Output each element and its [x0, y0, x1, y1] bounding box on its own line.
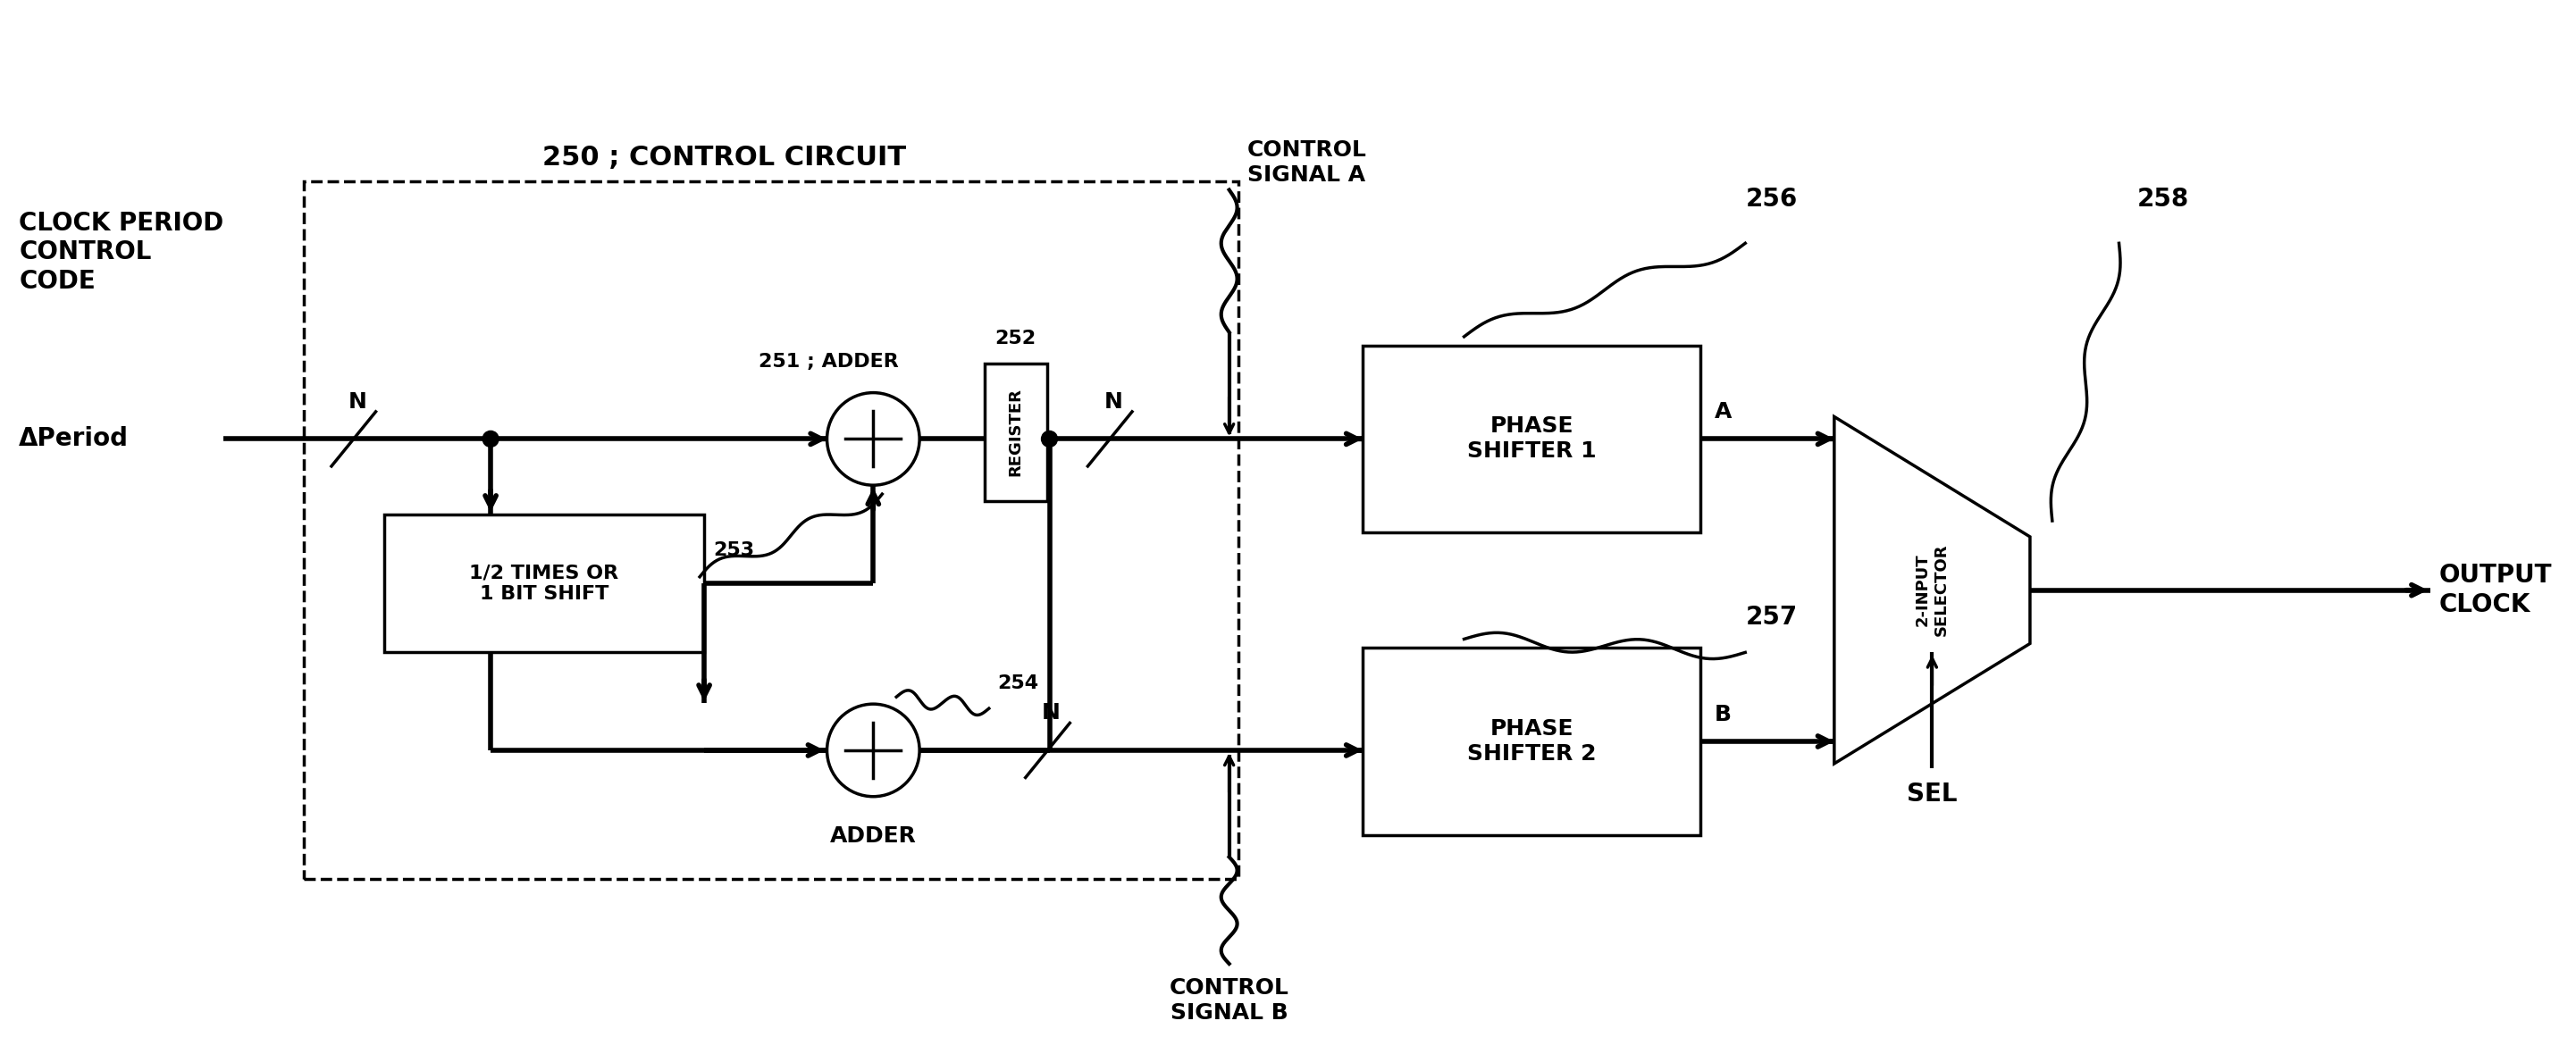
Text: ΔPeriod: ΔPeriod: [18, 427, 129, 452]
Text: 257: 257: [1747, 605, 1798, 630]
Text: 250 ; CONTROL CIRCUIT: 250 ; CONTROL CIRCUIT: [544, 144, 907, 170]
Polygon shape: [1834, 416, 2030, 764]
Circle shape: [482, 431, 500, 447]
Text: A: A: [1713, 402, 1731, 423]
Text: OUTPUT
CLOCK: OUTPUT CLOCK: [2439, 563, 2553, 617]
Text: 1/2 TIMES OR
1 BIT SHIFT: 1/2 TIMES OR 1 BIT SHIFT: [469, 564, 618, 602]
Text: PHASE
SHIFTER 1: PHASE SHIFTER 1: [1468, 416, 1597, 462]
Text: 254: 254: [997, 675, 1038, 692]
Bar: [1363, 345, 1700, 532]
Circle shape: [827, 392, 920, 485]
Text: B: B: [1713, 704, 1731, 725]
Text: N: N: [348, 391, 366, 412]
Bar: [984, 363, 1046, 501]
Circle shape: [1041, 431, 1056, 447]
Text: 252: 252: [994, 329, 1036, 347]
Bar: [384, 515, 703, 653]
Text: 258: 258: [2138, 186, 2190, 211]
Text: CONTROL
SIGNAL A: CONTROL SIGNAL A: [1247, 139, 1368, 185]
Text: CONTROL
SIGNAL B: CONTROL SIGNAL B: [1170, 977, 1288, 1023]
Text: 256: 256: [1747, 186, 1798, 211]
Text: CLOCK PERIOD
CONTROL
CODE: CLOCK PERIOD CONTROL CODE: [18, 210, 224, 294]
Text: N: N: [1105, 391, 1123, 412]
Text: 253: 253: [714, 541, 755, 559]
Text: 251 ; ADDER: 251 ; ADDER: [760, 353, 899, 370]
Text: ADDER: ADDER: [829, 825, 917, 846]
Circle shape: [827, 704, 920, 797]
Text: REGISTER: REGISTER: [1007, 388, 1023, 476]
Text: SEL: SEL: [1906, 781, 1958, 806]
Bar: [304, 181, 1239, 880]
Bar: [1363, 647, 1700, 835]
Text: 2-INPUT
SELECTOR: 2-INPUT SELECTOR: [1914, 544, 1950, 636]
Text: PHASE
SHIFTER 2: PHASE SHIFTER 2: [1468, 719, 1597, 765]
Text: N: N: [1041, 702, 1061, 724]
